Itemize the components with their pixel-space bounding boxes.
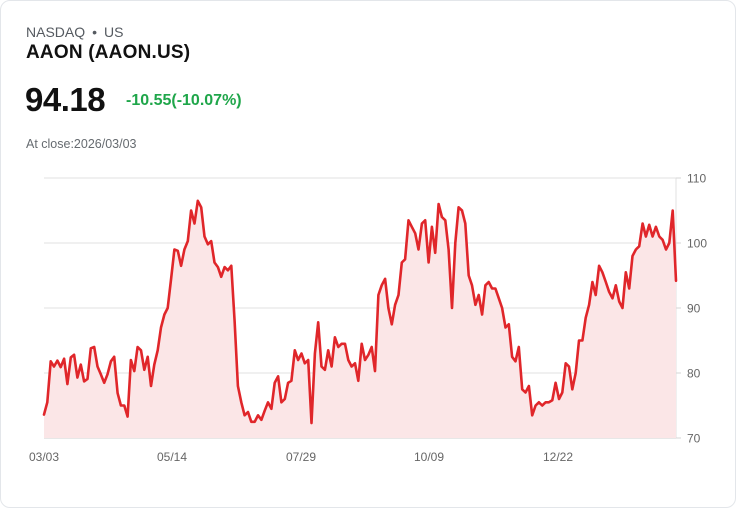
exchange-name: NASDAQ: [26, 24, 86, 40]
y-tick-label: 100: [687, 237, 707, 251]
price-chart[interactable]: 70 80 90 100 110 03/03 05/14 07/29 10/09 12/22: [1, 161, 736, 471]
y-tick-label: 70: [687, 432, 701, 446]
y-tick-label: 80: [687, 367, 701, 381]
y-tick-label: 110: [687, 172, 706, 186]
stock-title: AAON (AAON.US): [26, 42, 191, 63]
close-timestamp: At close:2026/03/03: [26, 137, 137, 151]
x-axis: 03/03 05/14 07/29 10/09 12/22: [29, 450, 573, 464]
x-tick-label: 05/14: [157, 450, 187, 464]
price-area-fill: [44, 200, 676, 438]
y-axis: 70 80 90 100 110: [676, 172, 707, 446]
region-label: US: [104, 24, 124, 40]
x-tick-label: 03/03: [29, 450, 59, 464]
x-tick-label: 07/29: [286, 450, 316, 464]
x-tick-label: 10/09: [414, 450, 444, 464]
price-change: -10.55(-10.07%): [126, 92, 242, 109]
x-tick-label: 12/22: [543, 450, 573, 464]
price-line: [42, 199, 678, 425]
separator-dot: •: [92, 24, 98, 40]
y-tick-label: 90: [687, 302, 701, 316]
exchange-line: NASDAQ • US: [26, 24, 123, 40]
current-price: 94.18: [25, 81, 106, 118]
